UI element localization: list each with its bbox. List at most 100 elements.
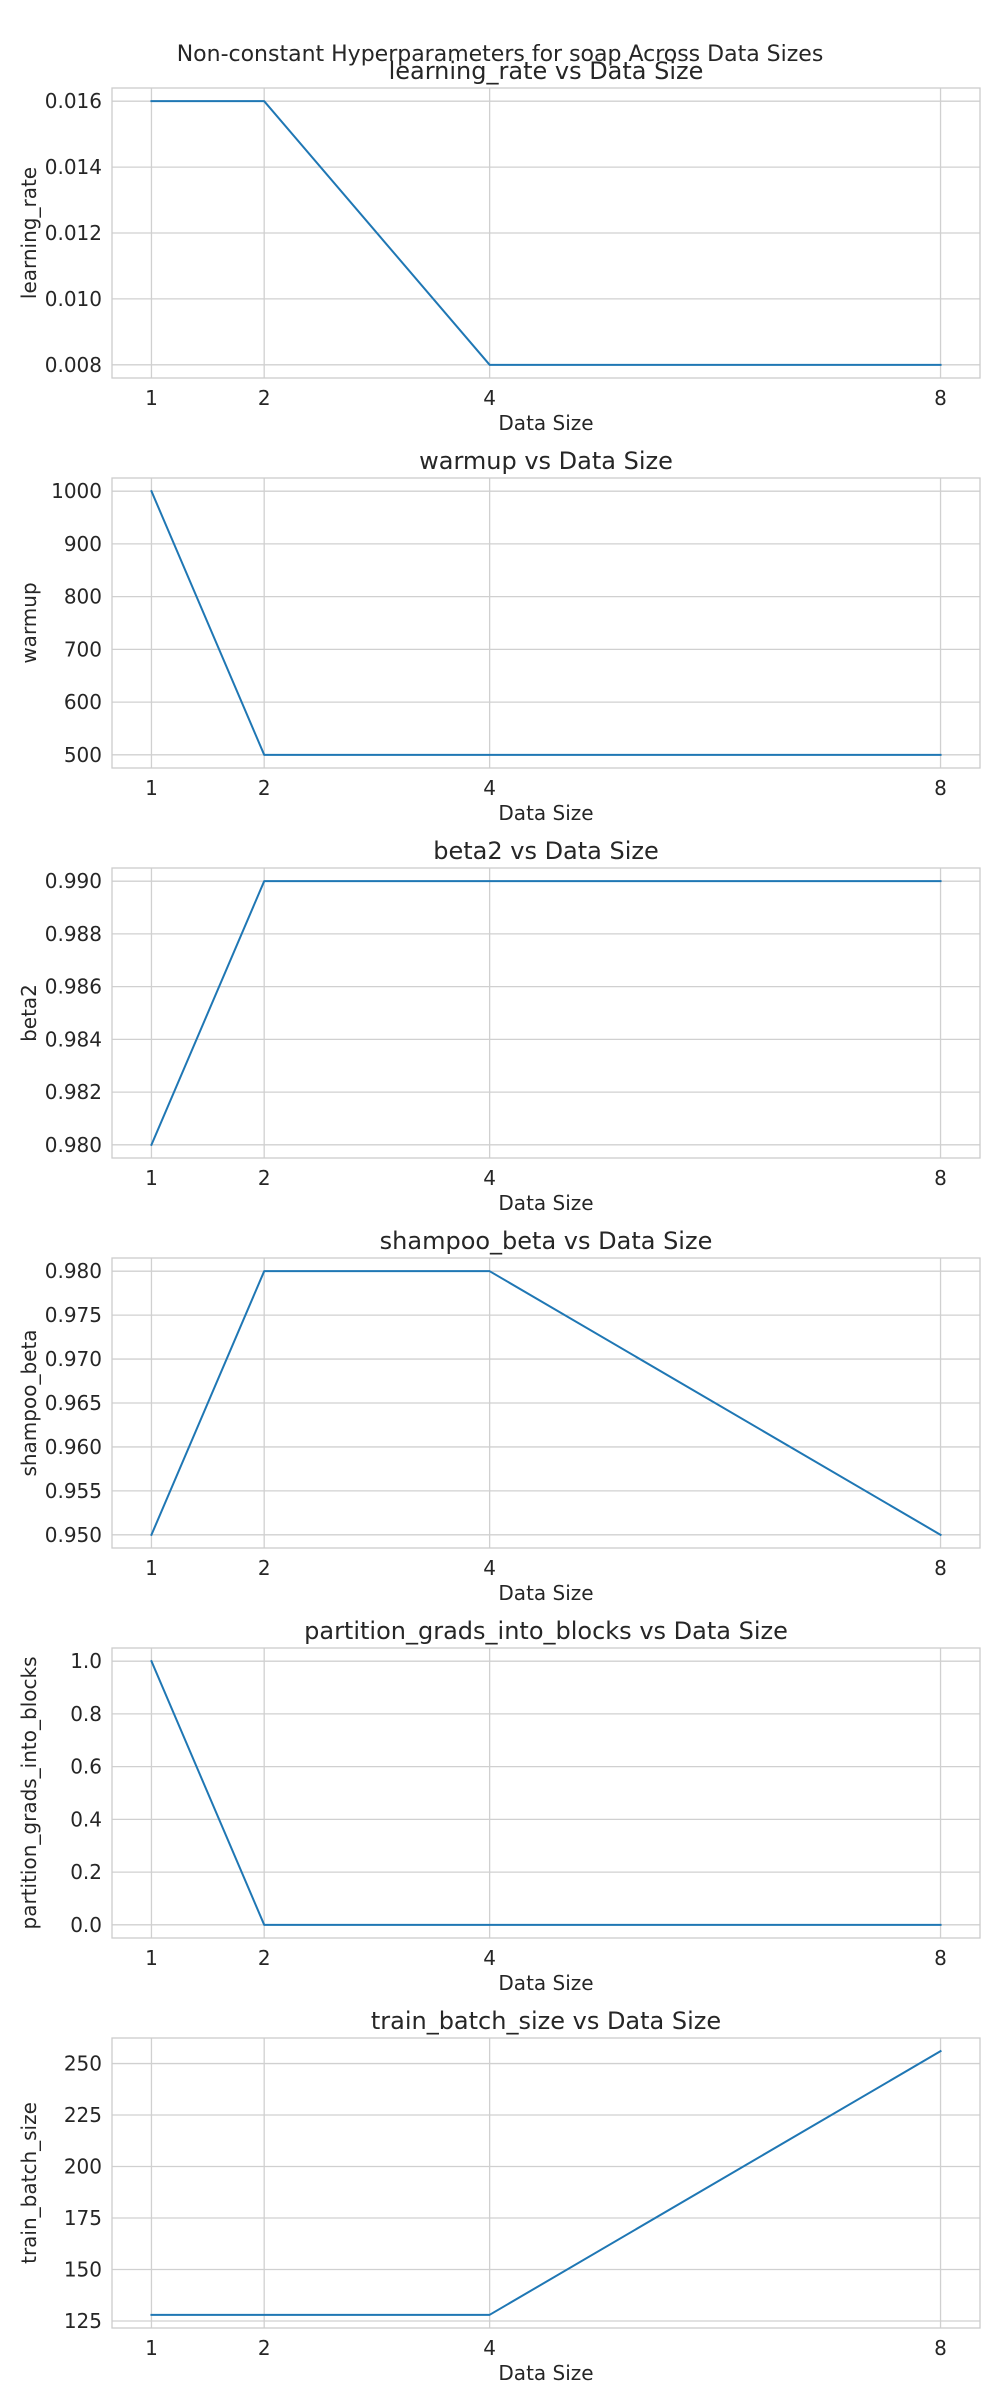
subplot-title: shampoo_beta vs Data Size — [380, 1227, 713, 1255]
x-tick-label: 8 — [934, 2336, 947, 2360]
x-tick-label: 2 — [258, 1556, 271, 1580]
x-axis-label: Data Size — [498, 411, 593, 435]
x-tick-label: 2 — [258, 1946, 271, 1970]
y-tick-label: 225 — [64, 2103, 102, 2127]
subplot-3: 1 2 4 8 0.980 0.982 0.984 0.986 0.988 0.990 Data S… — [17, 837, 981, 1215]
x-tick-label: 1 — [145, 1946, 158, 1970]
series-line — [150, 100, 942, 366]
y-tick-label: 500 — [64, 743, 102, 767]
series-line — [150, 489, 942, 756]
plot-area — [112, 2038, 980, 2328]
y-tick-label: 200 — [64, 2155, 102, 2179]
y-tick-label: 0.6 — [70, 1755, 102, 1779]
y-axis-label: train_batch_size — [17, 2102, 41, 2264]
x-tick-label: 1 — [145, 1556, 158, 1580]
x-tick-label: 4 — [483, 1946, 496, 1970]
subplot-4: 1 2 4 8 0.950 0.955 0.960 0.965 0.970 0.975 0.980 D… — [17, 1227, 981, 1605]
y-axis-label: shampoo_beta — [17, 1329, 41, 1476]
x-tick-label: 1 — [145, 1166, 158, 1190]
y-tick-label: 0.984 — [45, 1027, 102, 1051]
subplot-title: train_batch_size vs Data Size — [371, 2007, 721, 2035]
axes-frame — [111, 477, 981, 769]
y-tick-label: 0.0 — [70, 1913, 102, 1937]
y-tick-label: 600 — [64, 690, 102, 714]
y-tick-label: 0.950 — [45, 1523, 102, 1547]
plot-area — [112, 478, 980, 768]
y-tick-label: 150 — [64, 2258, 102, 2282]
x-axis-label: Data Size — [498, 1581, 593, 1605]
x-axis-label: Data Size — [498, 2361, 593, 2385]
subplot-title: partition_grads_into_blocks vs Data Size — [304, 1617, 788, 1645]
y-tick-label: 0.980 — [45, 1133, 102, 1157]
y-tick-label: 0.990 — [45, 869, 102, 893]
y-tick-label: 0.975 — [45, 1303, 102, 1327]
plot-area — [112, 1648, 980, 1938]
x-tick-label: 2 — [258, 1166, 271, 1190]
y-tick-label: 1000 — [51, 479, 102, 503]
x-tick-label: 8 — [934, 1166, 947, 1190]
x-tick-label: 4 — [483, 2336, 496, 2360]
x-axis-label: Data Size — [498, 801, 593, 825]
y-tick-label: 0.4 — [70, 1807, 102, 1831]
y-tick-label: 0.014 — [45, 155, 102, 179]
y-tick-label: 1.0 — [70, 1649, 102, 1673]
axes-frame — [111, 1647, 981, 1939]
x-tick-label: 2 — [258, 386, 271, 410]
series-line — [150, 1270, 942, 1537]
y-tick-label: 900 — [64, 532, 102, 556]
y-tick-label: 175 — [64, 2206, 102, 2230]
y-tick-label: 0.010 — [45, 287, 102, 311]
y-tick-label: 250 — [64, 2052, 102, 2076]
x-tick-label: 2 — [258, 776, 271, 800]
y-tick-label: 0.980 — [45, 1259, 102, 1283]
subplot-title: warmup vs Data Size — [419, 447, 673, 475]
series-line — [150, 2049, 942, 2316]
x-tick-label: 1 — [145, 386, 158, 410]
x-tick-label: 8 — [934, 776, 947, 800]
y-tick-label: 0.965 — [45, 1391, 102, 1415]
y-tick-label: 125 — [64, 2309, 102, 2333]
subplot-5: 1 2 4 8 0.0 0.2 0.4 0.6 0.8 1.0 Data Size partition… — [17, 1617, 981, 1995]
x-tick-label: 1 — [145, 2336, 158, 2360]
x-tick-label: 4 — [483, 1166, 496, 1190]
y-axis-label: beta2 — [17, 984, 41, 1042]
subplot-title: learning_rate vs Data Size — [389, 57, 704, 85]
x-tick-label: 8 — [934, 1946, 947, 1970]
subplot-1: 1 2 4 8 0.008 0.010 0.012 0.014 0.016 Data Size le… — [17, 57, 981, 435]
plot-area — [112, 868, 980, 1158]
y-tick-label: 0.986 — [45, 975, 102, 999]
y-tick-label: 0.2 — [70, 1860, 102, 1884]
x-tick-label: 8 — [934, 1556, 947, 1580]
y-tick-label: 0.8 — [70, 1702, 102, 1726]
axes-frame — [111, 2037, 981, 2329]
series-line — [150, 1659, 942, 1926]
axes-frame — [111, 1257, 981, 1549]
y-axis-label: partition_grads_into_blocks — [17, 1657, 41, 1930]
x-tick-label: 4 — [483, 1556, 496, 1580]
series-line — [150, 880, 942, 1147]
y-axis-label: warmup — [17, 582, 41, 663]
x-axis-label: Data Size — [498, 1191, 593, 1215]
axes-frame — [111, 87, 981, 379]
subplot-2: 1 2 4 8 500 600 700 800 900 1000 Data Size warmup wa… — [17, 447, 981, 825]
y-axis-label: learning_rate — [17, 167, 41, 299]
x-tick-label: 2 — [258, 2336, 271, 2360]
y-tick-label: 0.955 — [45, 1479, 102, 1503]
y-tick-label: 700 — [64, 637, 102, 661]
x-axis-label: Data Size — [498, 1971, 593, 1995]
x-tick-label: 4 — [483, 776, 496, 800]
y-tick-label: 800 — [64, 585, 102, 609]
y-tick-label: 0.988 — [45, 922, 102, 946]
x-tick-label: 4 — [483, 386, 496, 410]
y-tick-label: 0.960 — [45, 1435, 102, 1459]
subplot-6: 1 2 4 8 125 150 175 200 225 250 Data Size train_bat… — [17, 2007, 981, 2385]
y-tick-label: 0.008 — [45, 353, 102, 377]
y-tick-label: 0.982 — [45, 1080, 102, 1104]
x-tick-label: 1 — [145, 776, 158, 800]
y-tick-label: 0.012 — [45, 221, 102, 245]
y-tick-label: 0.016 — [45, 89, 102, 113]
subplot-title: beta2 vs Data Size — [433, 837, 659, 865]
x-tick-label: 8 — [934, 386, 947, 410]
figure-title: Non-constant Hyperparameters for soap Ac… — [176, 42, 824, 67]
